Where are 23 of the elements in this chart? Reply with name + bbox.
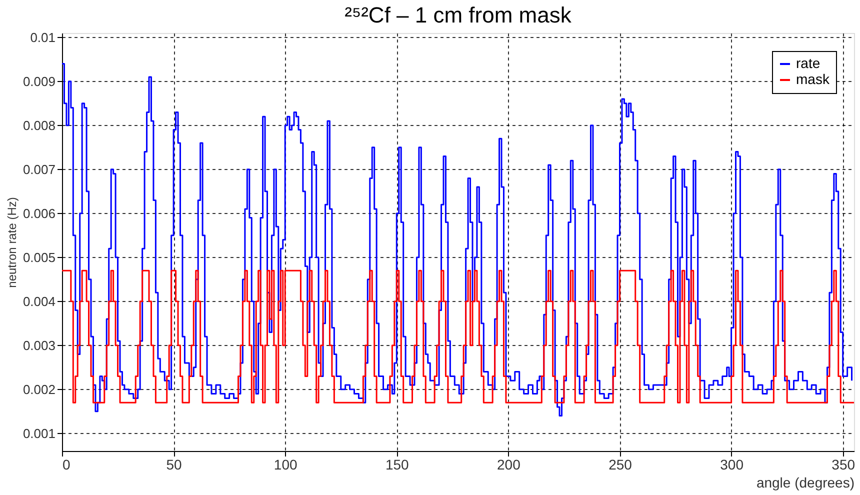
x-tick-label: 250 — [608, 456, 632, 472]
y-tick-label: 0.004 — [22, 294, 56, 309]
x-tick-label: 300 — [720, 456, 744, 472]
y-tick-label: 0.005 — [22, 250, 56, 265]
y-tick-label: 0.006 — [22, 206, 56, 221]
x-tick-label: 50 — [166, 456, 182, 472]
y-axis-title: neutron rate (Hz) — [4, 197, 19, 288]
x-tick-label: 350 — [832, 456, 856, 472]
x-axis-title: angle (degrees) — [756, 474, 854, 490]
y-tick-label: 0.007 — [22, 162, 56, 177]
legend-label: rate — [796, 55, 820, 71]
x-tick-label: 100 — [274, 456, 298, 472]
y-tick-label: 0.002 — [22, 382, 56, 397]
chart-title: ²⁵²Cf – 1 cm from mask — [344, 2, 572, 28]
y-tick-label: 0.001 — [22, 426, 56, 441]
x-tick-label: 150 — [385, 456, 410, 472]
x-tick-label: 0 — [62, 456, 70, 472]
legend-label: mask — [796, 71, 830, 87]
y-tick-label: 0.009 — [22, 74, 56, 89]
y-tick-label: 0.008 — [22, 118, 56, 133]
x-tick-label: 200 — [497, 456, 521, 472]
y-tick-label: 0.003 — [22, 338, 56, 353]
y-tick-label: 0.01 — [30, 30, 56, 45]
